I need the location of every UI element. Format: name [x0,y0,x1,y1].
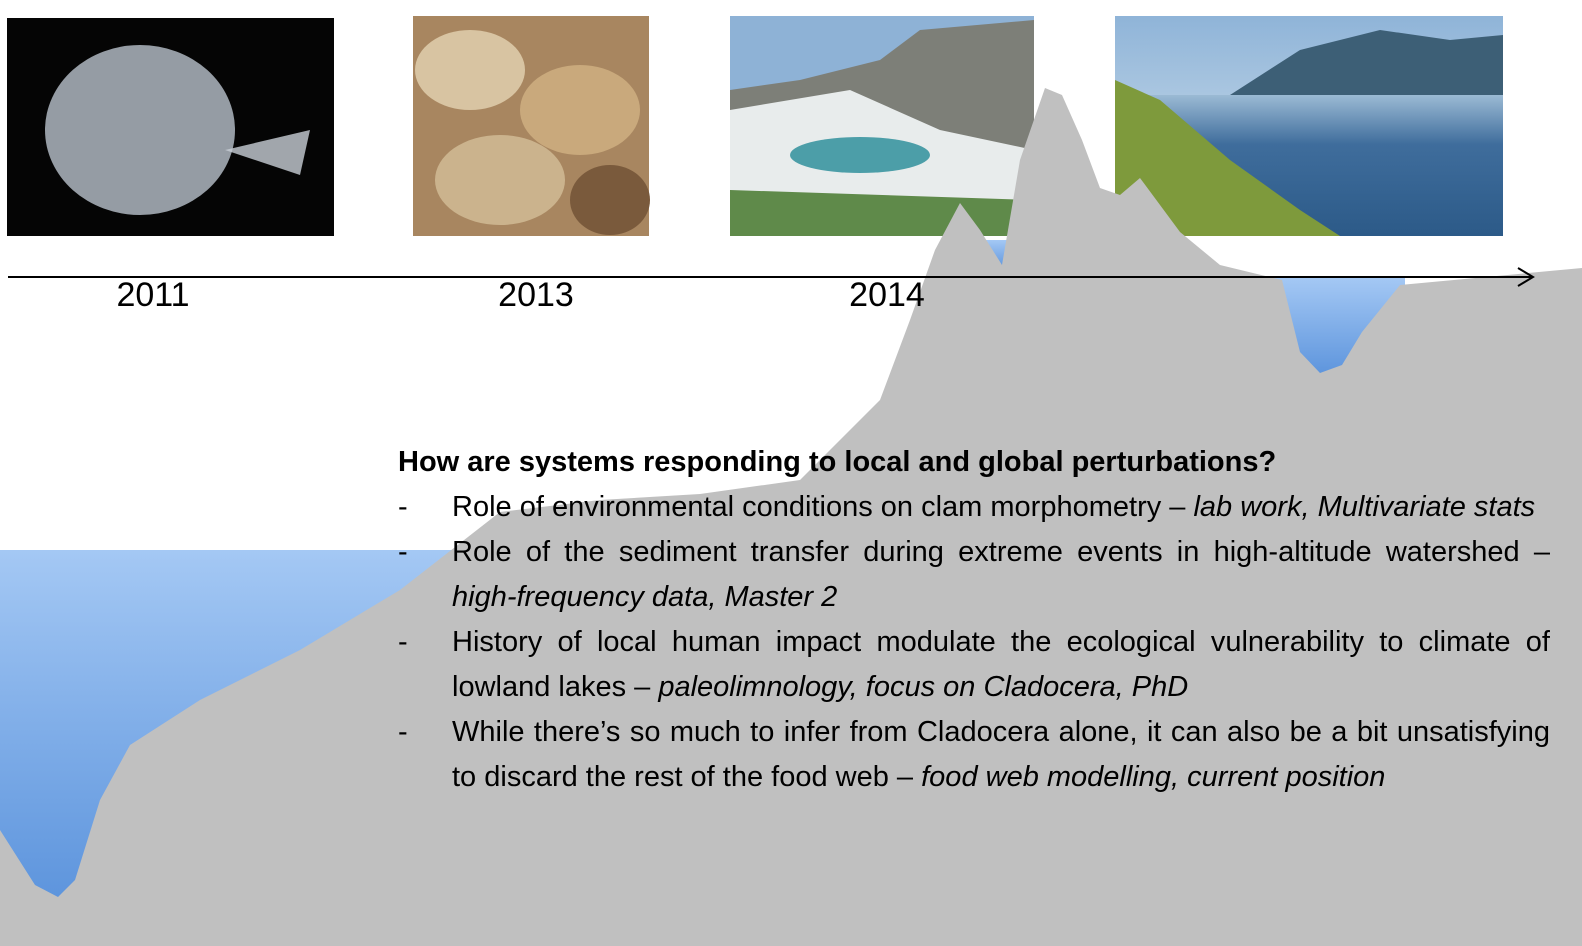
photo-clams [413,16,650,236]
bullet-marker: - [398,626,408,658]
year-label: 2014 [849,276,925,314]
year-label: 2013 [498,276,574,314]
bullet: - While there’s so much to infer from Cla… [398,710,1550,800]
bullet: - Role of environmental conditions on cla… [398,485,1550,530]
text-box: How are systems responding to local and … [398,440,1550,800]
timeline-arrowhead [1517,267,1535,287]
text-run: Role of environmental conditions on clam… [452,491,1194,523]
italic-text: lab work, Multivariate stats [1193,491,1536,523]
text-run: Role of the sediment transfer during ext… [452,536,1550,568]
italic-text: high-frequency data, Master 2 [452,581,838,613]
italic-text: food web modelling, current position [921,761,1386,793]
bullet-marker: - [398,536,408,568]
text-run: History of local human impact modulate t… [452,626,1550,703]
bullet-text: Role of the sediment transfer during ext… [452,530,1550,620]
bullet-text: Role of environmental conditions on clam… [452,485,1550,530]
bullet: - History of local human impact modulate … [398,620,1550,710]
bullet-marker: - [398,716,408,748]
year-label: 2011 [116,276,190,314]
mountain [0,88,1582,946]
heading: How are systems responding to local and … [398,446,1277,478]
italic-text: paleolimnology, focus on Cladocera, PhD [658,671,1189,703]
bullet-text: While there’s so much to infer from Clad… [452,710,1550,800]
photo-mountain [730,16,1034,236]
photo-lake [1115,16,1503,236]
bullet: - Role of the sediment transfer during ex… [398,530,1550,620]
bullet-text: History of local human impact modulate t… [452,620,1550,710]
photo-fish [7,18,334,236]
text-run: While there’s so much to infer from Clad… [452,716,1550,793]
bullet-marker: - [398,491,408,523]
